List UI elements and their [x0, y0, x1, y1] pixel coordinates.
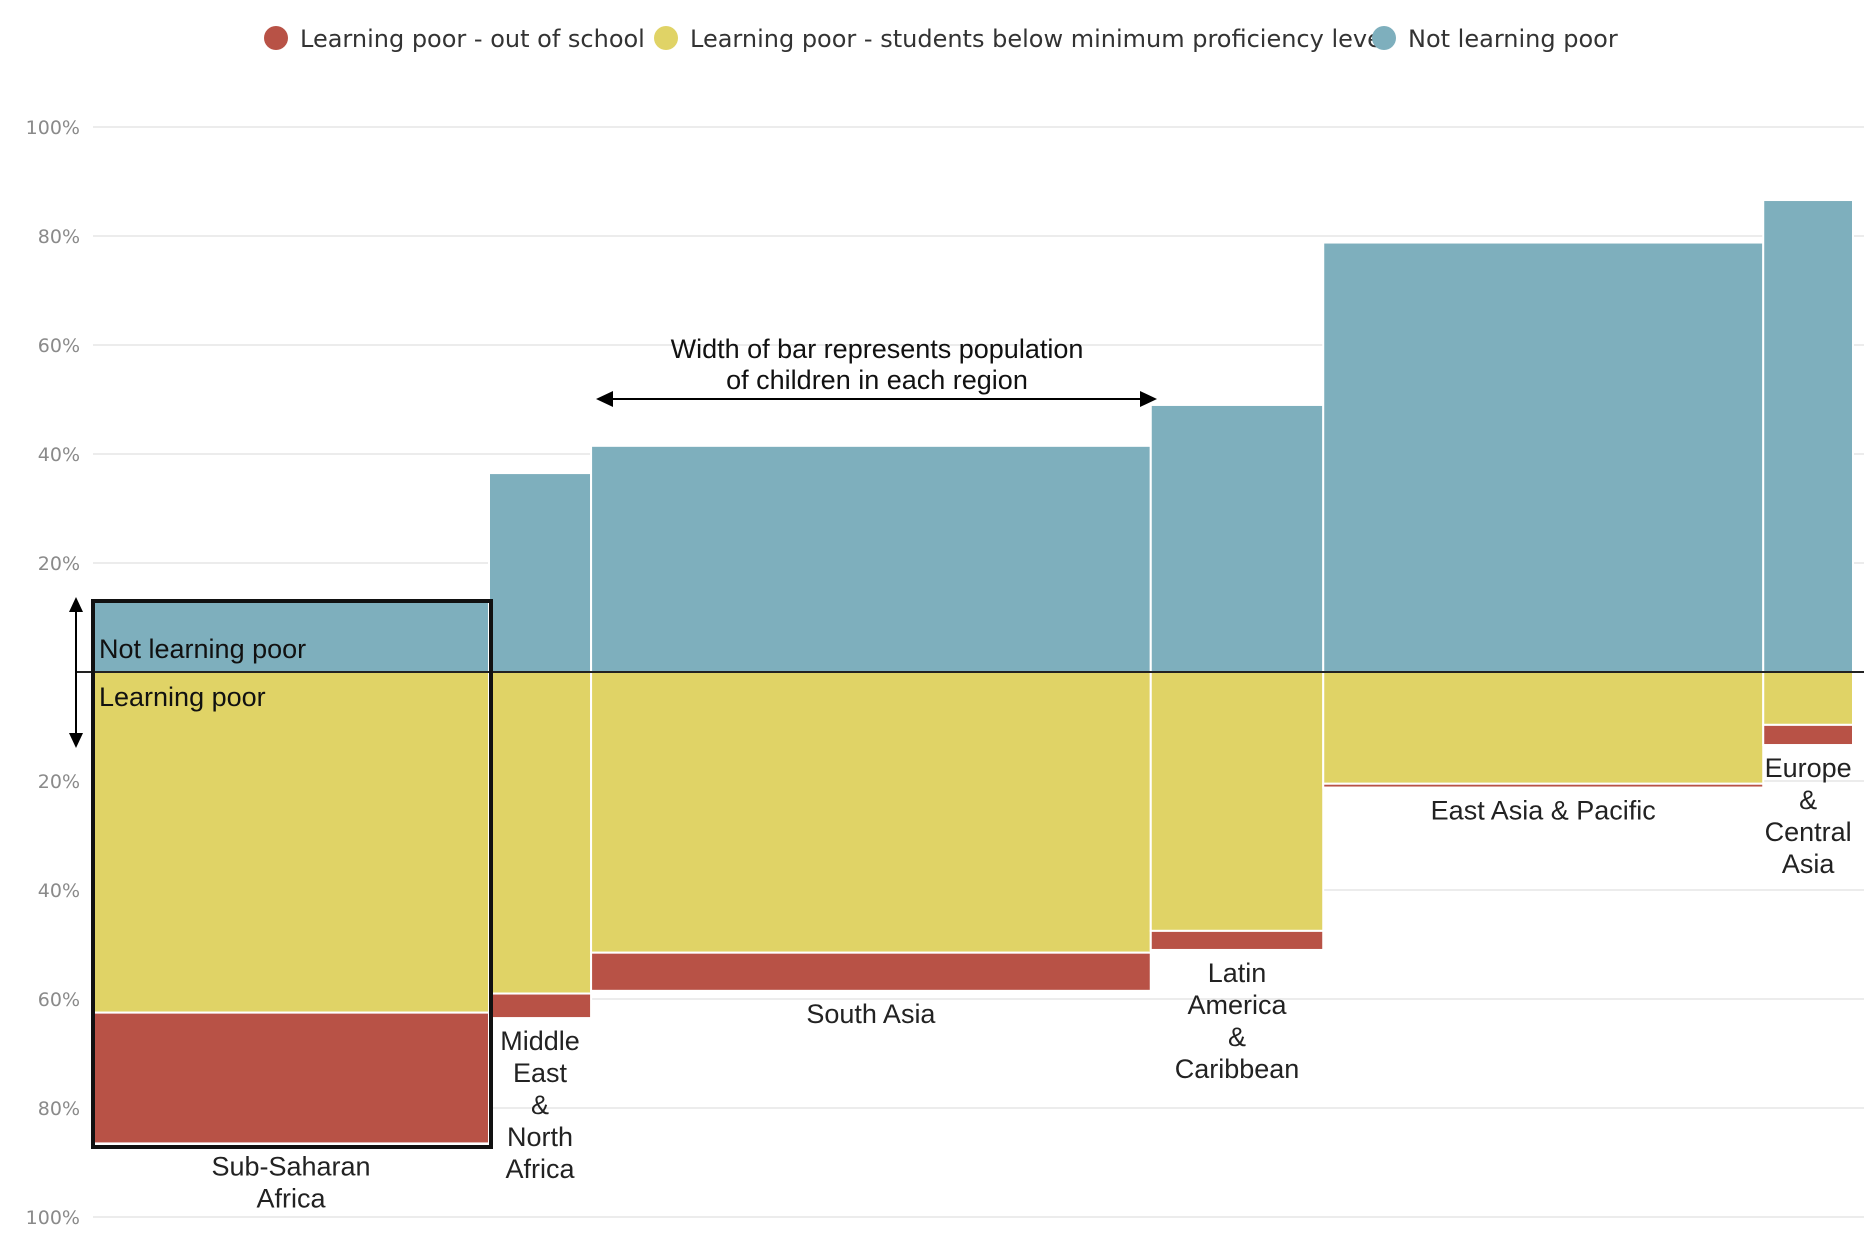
region-label-line: Africa [256, 1183, 326, 1213]
y-tick-label: 80% [38, 226, 80, 248]
vertical-arrow-down-head [69, 733, 83, 748]
region-label-europe-central-asia: Europe & Central Asia [1765, 753, 1852, 879]
bar-not-poor-middle-east-north-africa [488, 472, 593, 674]
y-tick-label: 20% [38, 553, 80, 575]
not-poor-label: Not learning poor [99, 634, 306, 664]
bar-out-of-school-east-asia-pacific [1322, 782, 1765, 789]
bar-out-of-school-europe-central-asia [1762, 723, 1854, 747]
width-arrow-left-head [596, 391, 613, 407]
y-tick-label: 80% [38, 1098, 80, 1120]
width-note-line1: Width of bar represents population [671, 334, 1084, 364]
bar-below-min-sub-saharan-africa [92, 671, 490, 1014]
region-label-line: Caribbean [1175, 1054, 1300, 1084]
region-label-line: East [513, 1058, 568, 1088]
highlight-box-sub-saharan [91, 599, 493, 1149]
region-label-line: Asia [1782, 849, 1836, 879]
legend-swatch-below-min [654, 26, 678, 50]
bar-below-min-latin-america-caribbean [1149, 671, 1325, 932]
region-label-sub-saharan-africa: Sub-Saharan Africa [211, 1151, 370, 1213]
y-tick-label: 100% [26, 117, 80, 139]
annotations: Width of bar represents population of ch… [69, 334, 1157, 1149]
region-label-line: America [1187, 990, 1287, 1020]
legend-swatch-not-poor [1372, 26, 1396, 50]
bar-out-of-school-sub-saharan-africa [92, 1011, 490, 1145]
bar-out-of-school-middle-east-north-africa [488, 992, 593, 1020]
width-note-line2: of children in each region [726, 365, 1028, 395]
bar-not-poor-europe-central-asia [1762, 199, 1854, 673]
region-label-middle-east-north-africa: Middle East & North Africa [500, 1026, 580, 1184]
bar-out-of-school-latin-america-caribbean [1149, 929, 1325, 951]
bar-out-of-school-south-asia [590, 951, 1152, 992]
width-arrow-right-head [1140, 391, 1157, 407]
region-label-east-asia-pacific: East Asia & Pacific [1431, 796, 1656, 826]
legend-label-out-of-school: Learning poor - out of school [300, 25, 645, 53]
region-label-line: Africa [506, 1154, 576, 1184]
region-label-line: East Asia & Pacific [1431, 796, 1656, 826]
bar-below-min-east-asia-pacific [1322, 671, 1765, 785]
y-axis-ticks: 100% 80% 60% 40% 20% 20% 40% 60% 80% 100% [26, 117, 80, 1229]
bar-below-min-europe-central-asia [1762, 671, 1854, 726]
region-label-line: Central [1765, 817, 1852, 847]
y-tick-label: 60% [38, 335, 80, 357]
region-label-line: & [1799, 785, 1817, 815]
legend: Learning poor - out of school Learning p… [264, 25, 1618, 53]
bar-not-poor-south-asia [590, 444, 1152, 674]
bar-not-poor-east-asia-pacific [1322, 241, 1765, 673]
region-label-line: & [531, 1090, 549, 1120]
region-label-line: South Asia [806, 999, 936, 1029]
y-tick-label: 100% [26, 1207, 80, 1229]
bar-below-min-south-asia [590, 671, 1152, 954]
region-label-latin-america-caribbean: Latin America & Caribbean [1175, 958, 1300, 1084]
learning-poor-label: Learning poor [99, 682, 266, 712]
y-tick-label: 60% [38, 989, 80, 1011]
region-label-south-asia: South Asia [806, 999, 936, 1029]
y-tick-label: 20% [38, 771, 80, 793]
legend-label-not-poor: Not learning poor [1408, 25, 1618, 53]
region-label-line: North [507, 1122, 573, 1152]
region-label-line: & [1228, 1022, 1246, 1052]
region-label-line: Sub-Saharan [211, 1151, 370, 1181]
legend-label-below-min: Learning poor - students below minimum p… [690, 25, 1389, 53]
bars [92, 199, 1854, 1145]
y-tick-label: 40% [38, 880, 80, 902]
region-label-line: Latin [1208, 958, 1267, 988]
region-label-line: Middle [500, 1026, 580, 1056]
legend-swatch-out-of-school [264, 26, 288, 50]
y-tick-label: 40% [38, 444, 80, 466]
vertical-arrow-up-head [69, 597, 83, 612]
bar-below-min-middle-east-north-africa [488, 671, 593, 995]
bar-not-poor-latin-america-caribbean [1149, 403, 1325, 673]
region-label-line: Europe [1765, 753, 1852, 783]
